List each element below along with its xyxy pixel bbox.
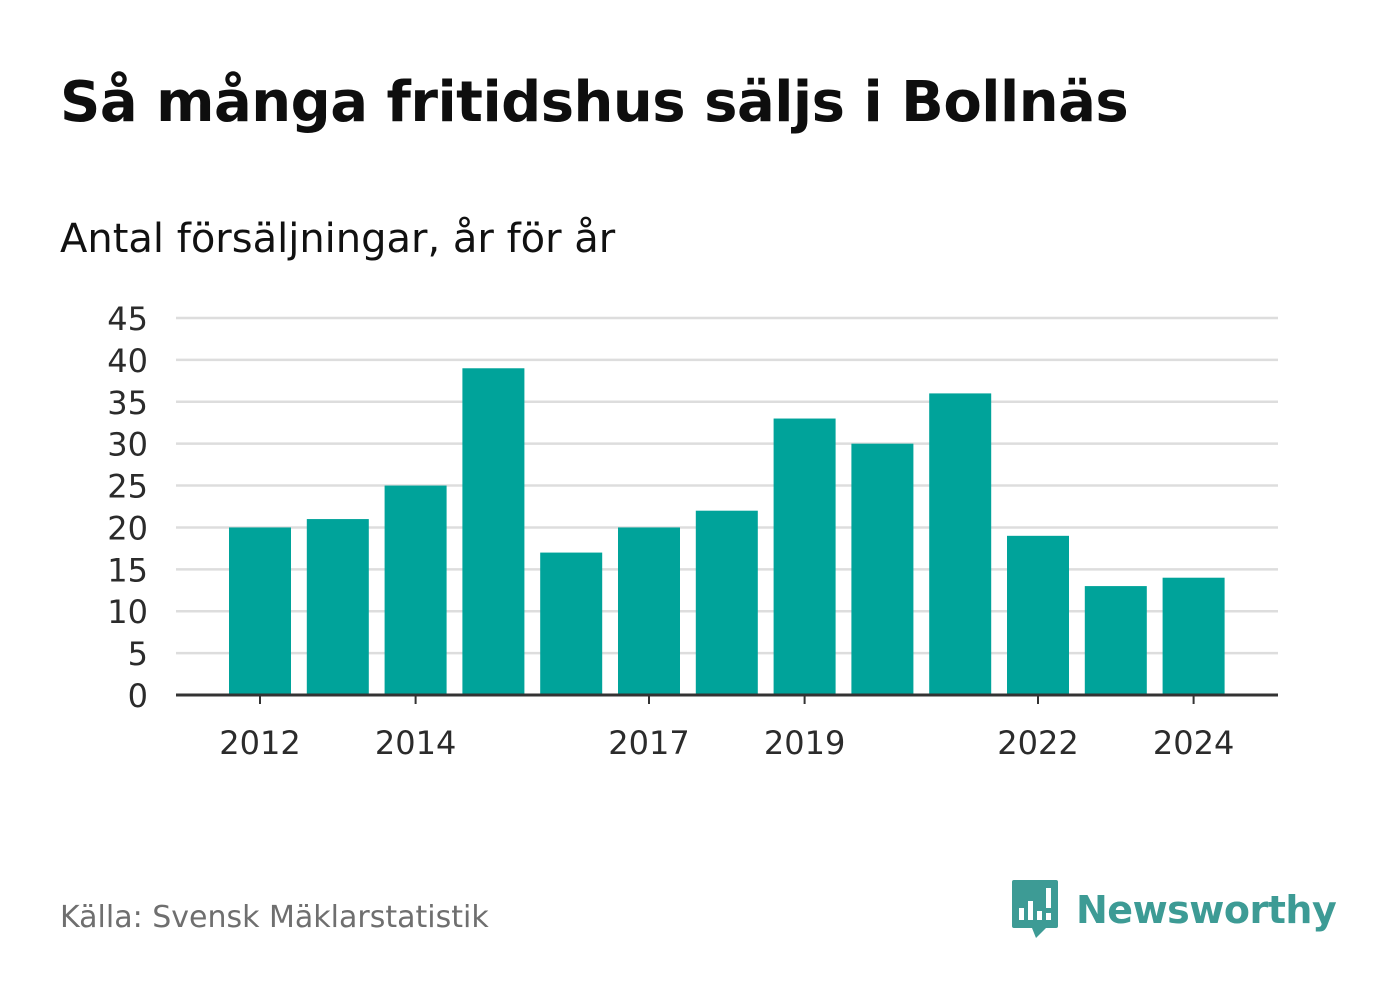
brand-name: Newsworthy xyxy=(1076,888,1337,932)
x-axis-ticks: 2012 2014 2017 2019 2022 2024 xyxy=(219,695,1234,762)
y-tick-label: 0 xyxy=(128,677,148,715)
bar-2020 xyxy=(851,443,914,695)
y-tick-label: 15 xyxy=(107,551,148,589)
chart-subtitle: Antal försäljningar, år för år xyxy=(60,216,616,262)
y-tick-label: 40 xyxy=(107,342,148,380)
y-tick-label: 10 xyxy=(107,593,148,631)
bar-2015 xyxy=(462,368,525,695)
x-tick-label: 2019 xyxy=(764,724,845,762)
bar-2016 xyxy=(540,552,603,695)
chart-title: Så många fritidshus säljs i Bollnäs xyxy=(60,70,1129,135)
y-tick-label: 5 xyxy=(128,635,148,673)
y-tick-label: 30 xyxy=(107,426,148,464)
y-tick-label: 45 xyxy=(107,300,148,338)
y-tick-label: 35 xyxy=(107,384,148,422)
bar-2021 xyxy=(929,393,992,695)
x-tick-label: 2022 xyxy=(997,724,1078,762)
bar-2018 xyxy=(695,510,758,695)
bars xyxy=(229,368,1225,695)
x-tick-label: 2012 xyxy=(219,724,300,762)
bar-2023 xyxy=(1084,586,1147,695)
bar-2012 xyxy=(229,527,291,695)
bar-2013 xyxy=(306,519,369,695)
x-tick-label: 2014 xyxy=(375,724,456,762)
bar-2024 xyxy=(1162,577,1225,695)
y-tick-label: 25 xyxy=(107,468,148,506)
x-tick-label: 2017 xyxy=(608,724,689,762)
brand-logo[interactable]: Newsworthy xyxy=(1010,878,1337,942)
bar-2022 xyxy=(1007,535,1069,695)
bar-2017 xyxy=(618,527,680,695)
bar-chart-speech-bubble-icon xyxy=(1012,880,1058,938)
bar-2019 xyxy=(773,418,836,695)
x-tick-label: 2024 xyxy=(1153,724,1234,762)
bar-2014 xyxy=(384,485,447,695)
y-tick-label: 20 xyxy=(107,509,148,547)
source-note: Källa: Svensk Mäklarstatistik xyxy=(60,900,489,935)
